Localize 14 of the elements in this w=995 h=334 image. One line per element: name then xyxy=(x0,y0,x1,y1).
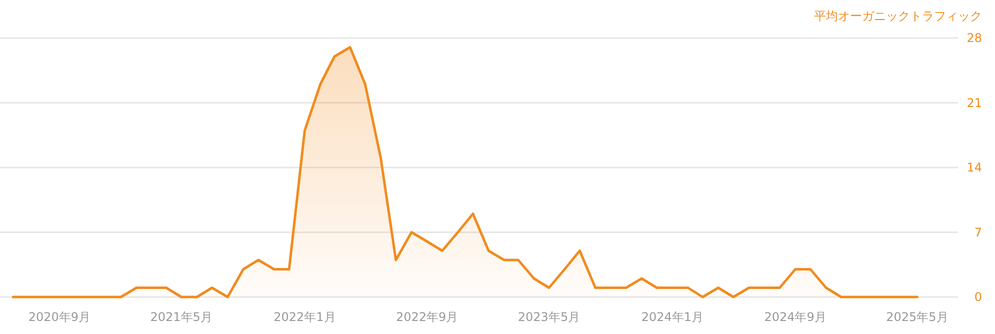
x-tick-label: 2025年5月 xyxy=(886,310,948,324)
x-tick-label: 2020年9月 xyxy=(28,310,91,324)
x-tick-label: 2022年1月 xyxy=(274,310,336,324)
x-tick-label: 2022年9月 xyxy=(396,310,458,324)
x-tick-label: 2024年1月 xyxy=(641,310,704,324)
y-tick-label: 0 xyxy=(974,290,982,304)
y-axis-title: 平均オーガニックトラフィック xyxy=(814,9,982,23)
y-tick-label: 7 xyxy=(974,225,982,240)
y-tick-label: 21 xyxy=(966,96,982,110)
x-tick-label: 2021年5月 xyxy=(150,310,212,324)
y-tick-label: 28 xyxy=(966,31,982,45)
x-tick-label: 2024年9月 xyxy=(764,310,826,324)
y-tick-label: 14 xyxy=(966,160,982,174)
x-tick-label: 2023年5月 xyxy=(518,310,580,324)
